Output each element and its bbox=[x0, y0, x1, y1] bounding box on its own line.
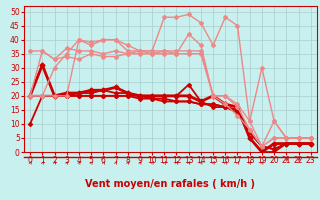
X-axis label: Vent moyen/en rafales ( km/h ): Vent moyen/en rafales ( km/h ) bbox=[85, 179, 255, 189]
